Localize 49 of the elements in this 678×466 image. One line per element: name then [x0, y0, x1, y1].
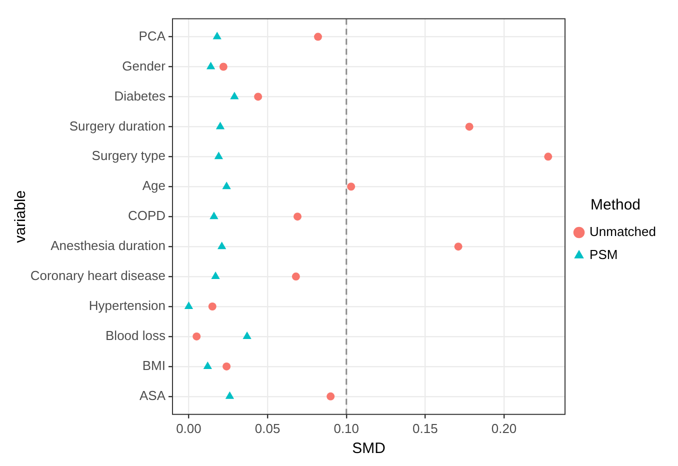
point	[184, 302, 194, 310]
legend-title: Method	[590, 196, 641, 214]
point	[214, 152, 224, 160]
y-tick-label: Surgery type	[92, 148, 166, 164]
x-tick-label: 0.05	[254, 420, 280, 436]
y-tick-label: Surgery duration	[69, 118, 166, 134]
y-tick-label: Hypertension	[88, 298, 166, 314]
point	[454, 242, 462, 251]
y-tick-label: Blood loss	[106, 328, 166, 344]
point	[347, 182, 356, 191]
point	[242, 331, 252, 339]
point	[222, 182, 231, 190]
y-tick-label: Diabetes	[114, 88, 166, 104]
point	[222, 362, 231, 370]
point	[216, 122, 225, 130]
point	[203, 361, 212, 369]
x-tick-label: 0.10	[334, 420, 360, 436]
y-tick-label: COPD	[128, 208, 166, 224]
y-tick-label: ASA	[139, 388, 166, 403]
x-axis-title: SMD	[352, 440, 386, 458]
x-tick-label: 0.00	[176, 420, 202, 436]
point	[219, 62, 228, 71]
point	[254, 92, 262, 101]
y-tick-label: Age	[142, 178, 166, 194]
point	[465, 122, 474, 131]
point	[212, 32, 222, 40]
legend-label: PSM	[590, 247, 618, 262]
legend-label: Unmatched	[590, 224, 656, 240]
y-tick-label: BMI	[142, 358, 166, 374]
y-tick-label: Gender	[122, 58, 166, 74]
y-tick-label: Coronary heart disease	[30, 268, 166, 284]
point	[192, 332, 201, 340]
point	[292, 272, 300, 281]
y-tick-label: Anesthesia duration	[50, 238, 166, 254]
y-axis-title: variable	[12, 190, 30, 243]
point	[314, 32, 322, 41]
point	[225, 391, 234, 399]
point	[206, 62, 216, 70]
point	[230, 92, 239, 100]
x-tick-label: 0.15	[412, 420, 438, 436]
point	[208, 302, 216, 311]
y-tick-label: PCA	[138, 28, 166, 44]
x-tick-label: 0.20	[491, 420, 517, 436]
point	[211, 272, 220, 280]
point	[544, 152, 552, 161]
point	[218, 242, 226, 250]
point	[294, 212, 302, 221]
point	[210, 212, 218, 220]
point	[326, 392, 335, 400]
